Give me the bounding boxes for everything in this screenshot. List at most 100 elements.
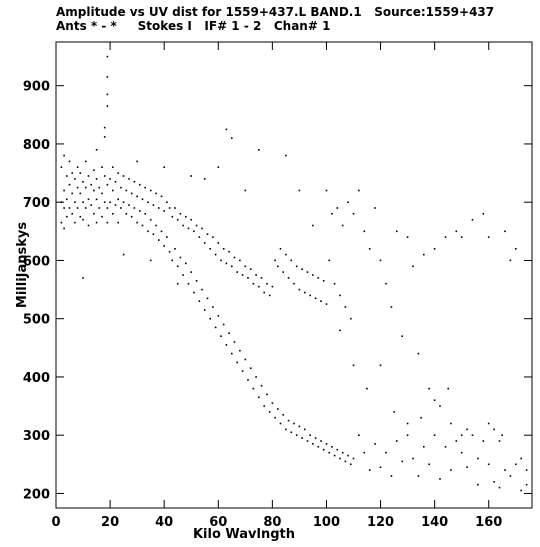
scatter-point xyxy=(98,186,101,189)
scatter-point xyxy=(95,149,98,151)
scatter-point xyxy=(493,428,495,431)
scatter-point xyxy=(95,198,98,201)
scatter-point xyxy=(509,259,512,262)
scatter-point xyxy=(317,277,320,279)
scatter-point xyxy=(76,166,79,168)
scatter-point xyxy=(363,230,366,233)
scatter-point xyxy=(152,233,155,235)
scatter-point xyxy=(103,201,106,203)
scatter-point xyxy=(520,489,522,492)
scatter-point xyxy=(85,186,87,189)
scatter-point xyxy=(304,291,306,294)
scatter-point xyxy=(298,288,301,291)
scatter-point xyxy=(363,451,366,454)
scatter-point xyxy=(498,440,501,442)
scatter-point xyxy=(136,160,138,163)
scatter-point xyxy=(63,154,65,157)
scatter-point xyxy=(244,265,247,268)
scatter-point xyxy=(158,239,160,241)
scatter-point xyxy=(176,282,179,285)
scatter-point xyxy=(195,280,198,282)
scatter-point xyxy=(112,166,114,168)
scatter-point xyxy=(176,265,179,268)
scatter-point xyxy=(90,183,92,186)
scatter-point xyxy=(125,213,128,215)
scatter-point xyxy=(396,230,398,233)
scatter-point xyxy=(201,227,203,230)
scatter-point xyxy=(198,236,201,238)
scatter-point xyxy=(93,189,95,192)
scatter-point xyxy=(85,160,87,163)
scatter-point xyxy=(525,483,528,486)
scatter-point xyxy=(182,224,184,227)
scatter-point xyxy=(320,440,322,442)
scatter-point xyxy=(179,213,182,215)
scatter-point xyxy=(344,460,347,463)
scatter-point xyxy=(352,364,355,367)
scatter-point xyxy=(130,215,133,218)
scatter-point xyxy=(293,422,295,425)
scatter-point xyxy=(187,227,190,230)
scatter-point xyxy=(258,396,260,399)
scatter-point xyxy=(493,481,495,483)
scatter-point xyxy=(322,280,325,282)
scatter-point xyxy=(379,466,382,468)
scatter-point xyxy=(71,192,73,195)
scatter-point xyxy=(309,434,311,436)
scatter-point xyxy=(433,248,436,250)
scatter-point xyxy=(236,361,238,364)
scatter-point xyxy=(274,416,276,419)
scatter-point xyxy=(366,387,368,390)
scatter-point xyxy=(350,317,352,320)
scatter-point xyxy=(158,207,160,209)
scatter-point xyxy=(255,376,257,378)
scatter-point xyxy=(258,285,260,288)
scatter-point xyxy=(171,259,174,262)
scatter-point xyxy=(66,175,68,177)
scatter-point xyxy=(93,169,95,171)
scatter-point xyxy=(460,236,463,238)
scatter-point xyxy=(103,136,106,138)
scatter-point xyxy=(301,437,303,439)
scatter-point xyxy=(60,166,63,168)
scatter-point xyxy=(358,434,360,436)
scatter-point xyxy=(214,253,217,256)
scatter-point xyxy=(185,215,187,218)
scatter-point xyxy=(95,221,98,224)
scatter-point xyxy=(160,230,163,233)
scatter-point xyxy=(298,425,301,428)
scatter-point xyxy=(477,457,479,460)
scatter-point xyxy=(420,416,422,419)
scatter-point xyxy=(155,224,157,227)
scatter-point xyxy=(255,274,257,276)
scatter-point xyxy=(293,282,295,285)
scatter-point xyxy=(520,457,522,460)
scatter-point xyxy=(455,440,458,442)
scatter-point xyxy=(328,451,330,454)
scatter-point xyxy=(76,207,79,209)
scatter-point xyxy=(114,181,117,183)
scatter-point xyxy=(74,178,76,180)
scatter-point xyxy=(260,384,263,387)
scatter-point xyxy=(412,265,414,268)
scatter-point xyxy=(268,411,271,413)
scatter-point xyxy=(501,434,503,436)
scatter-point xyxy=(82,277,84,279)
scatter-point xyxy=(212,236,214,238)
scatter-point xyxy=(195,224,198,227)
scatter-point xyxy=(504,469,506,471)
x-tick-label: 160 xyxy=(475,515,502,530)
scatter-point xyxy=(314,437,317,439)
scatter-point xyxy=(249,367,252,369)
scatter-point xyxy=(63,227,65,230)
scatter-point xyxy=(171,215,174,218)
scatter-point xyxy=(176,218,179,221)
x-tick-label: 20 xyxy=(101,515,119,530)
scatter-point xyxy=(66,198,68,201)
scatter-point xyxy=(374,207,376,209)
scatter-point xyxy=(71,213,73,215)
scatter-point xyxy=(350,463,352,466)
scatter-point xyxy=(285,253,287,256)
y-tick-label: 400 xyxy=(23,371,50,386)
